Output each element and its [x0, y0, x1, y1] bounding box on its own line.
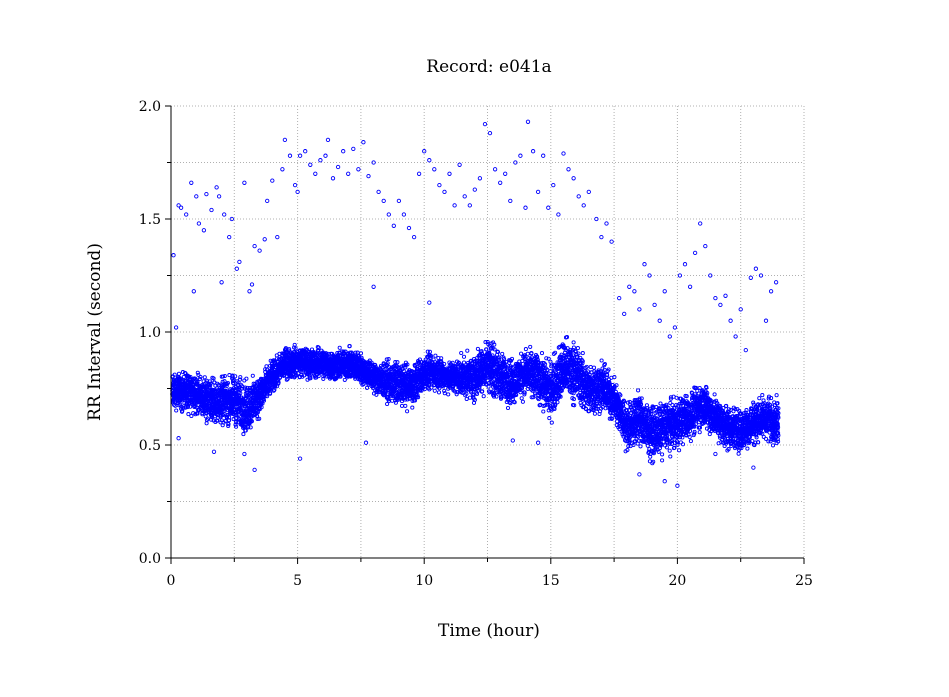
data-point [410, 405, 415, 410]
data-point [255, 416, 260, 422]
data-point [525, 351, 530, 356]
data-point [181, 374, 186, 380]
data-point [249, 419, 254, 424]
data-point [259, 405, 264, 410]
data-point [238, 391, 243, 396]
data-point [475, 346, 480, 351]
data-point [461, 360, 467, 365]
data-point [195, 381, 200, 386]
data-point [189, 413, 194, 419]
data-point [539, 351, 545, 356]
data-point [427, 349, 432, 354]
data-point [268, 391, 273, 396]
data-point [208, 381, 213, 386]
data-point [486, 384, 491, 389]
data-point [528, 344, 533, 349]
data-point [541, 409, 546, 414]
data-point [195, 370, 200, 375]
data-point [226, 422, 231, 427]
data-point [261, 398, 267, 403]
data-point [233, 374, 238, 379]
data-points [170, 119, 781, 488]
data-point [500, 351, 505, 356]
data-point [226, 423, 231, 429]
data-point [241, 432, 246, 437]
data-point [403, 403, 408, 408]
data-point [234, 424, 239, 429]
data-point [236, 382, 241, 388]
data-point [464, 396, 469, 402]
data-point [432, 388, 437, 393]
data-point [238, 375, 243, 380]
data-point [520, 399, 525, 404]
data-point [174, 408, 179, 413]
data-point [399, 403, 405, 408]
data-point [202, 375, 207, 380]
data-point [243, 428, 248, 433]
data-point [271, 388, 276, 393]
data-point [188, 374, 193, 380]
data-point [211, 376, 216, 381]
data-point [264, 364, 269, 369]
data-point [186, 412, 191, 417]
data-point [196, 372, 201, 377]
data-point [208, 383, 213, 388]
data-point [433, 353, 438, 358]
data-point [234, 419, 239, 424]
data-point [191, 411, 196, 416]
data-point [244, 376, 249, 381]
data-point [231, 417, 236, 422]
data-point [237, 377, 243, 382]
data-point [246, 425, 251, 430]
data-point [204, 421, 209, 426]
data-point [176, 371, 182, 376]
data-point [337, 345, 342, 350]
data-point [225, 380, 230, 386]
data-point [220, 374, 226, 379]
data-point [188, 404, 193, 409]
data-point [227, 415, 232, 420]
data-point [465, 348, 470, 353]
data-point [207, 379, 212, 384]
gridlines [171, 105, 805, 558]
data-point [172, 372, 177, 377]
data-point [519, 351, 524, 356]
data-point [227, 418, 232, 423]
data-point [459, 350, 464, 356]
data-point [205, 416, 210, 421]
data-point [272, 387, 277, 392]
data-point [200, 412, 205, 417]
data-point [461, 354, 467, 359]
data-point [234, 413, 239, 418]
data-point [222, 373, 227, 379]
data-point [519, 396, 524, 401]
data-point [215, 418, 220, 423]
data-point [467, 395, 473, 400]
data-point [505, 405, 511, 411]
data-point [523, 347, 528, 352]
data-point [244, 400, 249, 405]
data-point [198, 374, 203, 380]
data-point [355, 350, 360, 355]
data-point [236, 412, 241, 418]
data-point [261, 396, 266, 401]
data-point [248, 425, 253, 430]
data-point [182, 370, 188, 375]
data-point [481, 394, 486, 399]
data-point [257, 416, 262, 421]
data-point [436, 390, 442, 395]
data-point [405, 409, 410, 414]
data-point [265, 394, 270, 399]
data-point [197, 376, 202, 381]
data-point [250, 373, 255, 378]
data-point [230, 374, 235, 379]
data-point [276, 380, 281, 385]
data-point [395, 360, 400, 365]
data-point [446, 392, 451, 397]
